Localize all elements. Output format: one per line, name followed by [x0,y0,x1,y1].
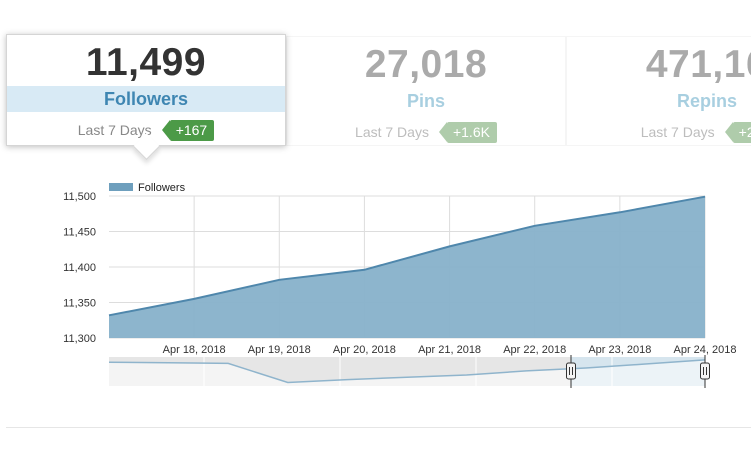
navigator-right-handle[interactable] [700,362,710,380]
pins-label: Pins [406,91,445,111]
navigator-series-area [109,359,705,386]
repins-count: 471,16 [645,43,751,86]
repins-card[interactable]: 471,16 Repins Last 7 Days +2.7 [566,36,751,146]
followers-period: Last 7 Days [77,122,152,138]
legend-swatch-followers [109,183,133,191]
chart-legend[interactable]: Followers [109,182,186,194]
followers-card[interactable]: 11,499 Followers Last 7 Days +167 [6,34,286,160]
x-tick-label: Apr 21, 2018 [418,344,481,356]
section-divider [6,427,751,428]
repins-label: Repins [676,91,737,111]
repins-period: Last 7 Days [640,124,715,140]
y-tick-label: 11,450 [63,227,96,239]
legend-label-followers: Followers [138,182,186,194]
navigator-series-line [108,359,706,384]
series-line-followers [108,195,706,317]
followers-label: Followers [7,86,285,112]
y-tick-label: 11,350 [63,298,96,310]
x-axis-ticks: Apr 18, 2018 Apr 19, 2018 Apr 20, 2018 Apr … [163,344,737,356]
x-tick-label: Apr 18, 2018 [163,344,226,356]
navigator-left-handle[interactable] [566,362,576,380]
x-tick-label: Apr 22, 2018 [503,344,566,356]
repins-delta-badge: +2.7 [724,121,751,143]
pins-period: Last 7 Days [355,124,429,140]
range-navigator[interactable] [108,355,710,388]
x-tick-label: Apr 19, 2018 [248,344,311,356]
series-area-followers [109,196,705,338]
followers-delta-badge: +167 [161,119,215,141]
y-axis-ticks: 11,300 11,350 11,400 11,450 11,500 [63,191,96,345]
x-tick-label: Apr 20, 2018 [333,344,396,356]
pins-count: 27,018 [364,43,488,86]
pins-card[interactable]: 27,018 Pins Last 7 Days +1.6K [286,36,566,146]
repins-footer: Last 7 Days +2.7 [567,121,751,143]
followers-chart: 11,300 11,350 11,400 11,450 11,500 Apr 18, 2… [63,182,737,388]
pins-footer: Last 7 Days +1.6K [287,121,565,143]
metric-cards: 11,499 Followers Last 7 Days +167 27,018… [0,0,751,160]
x-tick-label: Apr 23, 2018 [588,344,651,356]
y-tick-label: 11,400 [63,262,96,274]
followers-count: 11,499 [85,41,207,84]
x-tick-label: Apr 24, 2018 [674,344,737,356]
pins-delta-badge: +1.6K [438,121,497,143]
y-tick-label: 11,300 [63,333,96,345]
y-tick-label: 11,500 [63,191,96,203]
followers-footer: Last 7 Days +167 [7,119,285,141]
